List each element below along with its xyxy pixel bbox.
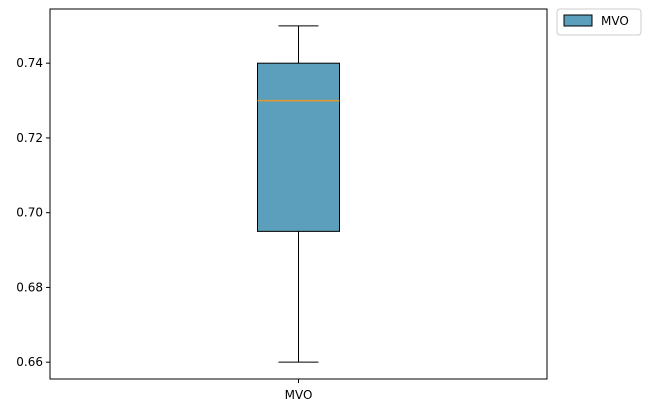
legend-swatch (563, 14, 593, 27)
x-tick-label: MVO (285, 388, 313, 402)
axes: 0.66 0.68 0.70 0.72 0.74 MVO (16, 56, 312, 402)
y-tick-label: 0.66 (16, 355, 43, 369)
y-tick-label: 0.72 (16, 131, 43, 145)
legend: MVO (556, 8, 642, 36)
y-tick-label: 0.68 (16, 280, 43, 294)
y-tick-label: 0.70 (16, 206, 43, 220)
box-body (257, 62, 340, 232)
plot-area (257, 25, 340, 363)
y-tick-label: 0.74 (16, 56, 43, 70)
legend-label: MVO (601, 14, 629, 28)
